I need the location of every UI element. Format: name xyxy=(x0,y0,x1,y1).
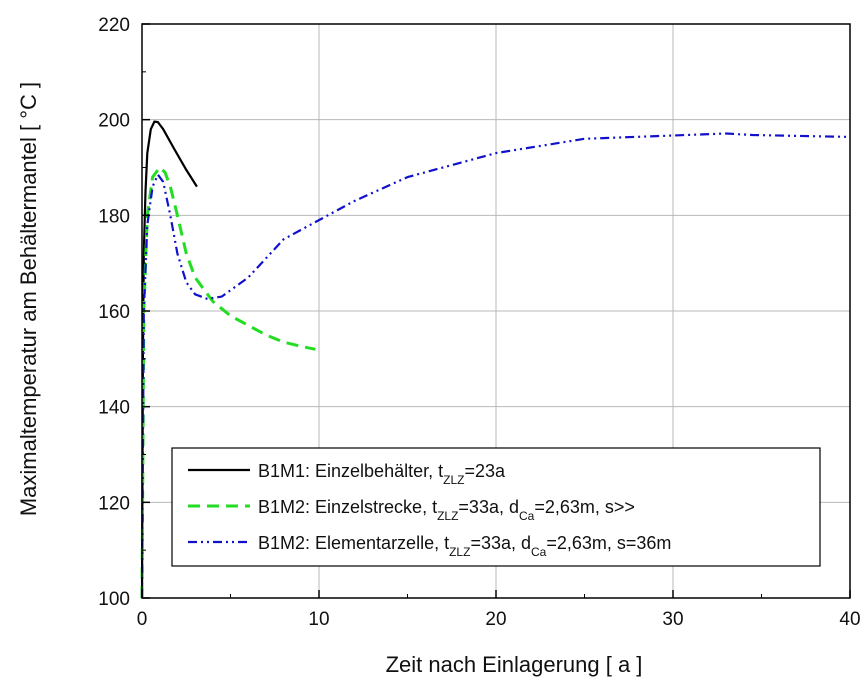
x-tick-label: 20 xyxy=(485,609,506,630)
series-layer xyxy=(140,120,851,599)
legend-label-text: =33a, d xyxy=(470,533,531,553)
y-tick-label: 220 xyxy=(98,15,130,36)
y-tick-label: 180 xyxy=(98,206,130,227)
y-axis-label: Maximaltemperatur am Behältermantel [ °C… xyxy=(16,82,41,516)
legend-label-1: B1M1: Einzelbehälter, tZLZ=23a xyxy=(258,461,506,487)
x-tick-label: 30 xyxy=(662,609,683,630)
legend-label-subscript: ZLZ xyxy=(449,545,470,559)
y-tick-label: 120 xyxy=(98,493,130,514)
legend-label-text: =23a xyxy=(464,461,506,481)
legend-label-2: B1M2: Einzelstrecke, tZLZ=33a, dCa=2,63m… xyxy=(258,497,635,523)
axis-ticks xyxy=(141,23,851,599)
y-tick-label: 160 xyxy=(98,302,130,323)
y-tick-label: 200 xyxy=(98,111,130,132)
series-line-3 xyxy=(140,132,851,599)
x-tick-label: 0 xyxy=(137,609,148,630)
x-axis-label: Zeit nach Einlagerung [ a ] xyxy=(386,652,643,677)
legend-label-main: B1M1: Einzelbehälter, t xyxy=(258,461,443,481)
legend-label-subscript: Ca xyxy=(519,509,535,523)
legend-label-text: =33a, d xyxy=(458,497,519,517)
legend-label-text: =2,63m, s>> xyxy=(534,497,635,517)
series-line-1 xyxy=(140,120,198,599)
legend-label-subscript: Ca xyxy=(531,545,547,559)
x-tick-label: 10 xyxy=(308,609,329,630)
y-tick-label: 140 xyxy=(98,398,130,419)
legend-box xyxy=(171,447,821,567)
tick-labels: 0 10 20 30 40 100 120 140 160 180 200 220 xyxy=(98,15,860,630)
legend-label-3: B1M2: Elementarzelle, tZLZ=33a, dCa=2,63… xyxy=(258,533,671,559)
legend-label-main: B1M2: Einzelstrecke, t xyxy=(258,497,437,517)
legend-label-subscript: ZLZ xyxy=(443,473,464,487)
x-tick-label: 40 xyxy=(839,609,860,630)
legend-label-subscript: ZLZ xyxy=(437,509,458,523)
legend-label-text: =2,63m, s=36m xyxy=(546,533,671,553)
y-tick-label: 100 xyxy=(98,589,130,610)
legend-label-main: B1M2: Elementarzelle, t xyxy=(258,533,449,553)
series-line-2 xyxy=(140,166,316,599)
